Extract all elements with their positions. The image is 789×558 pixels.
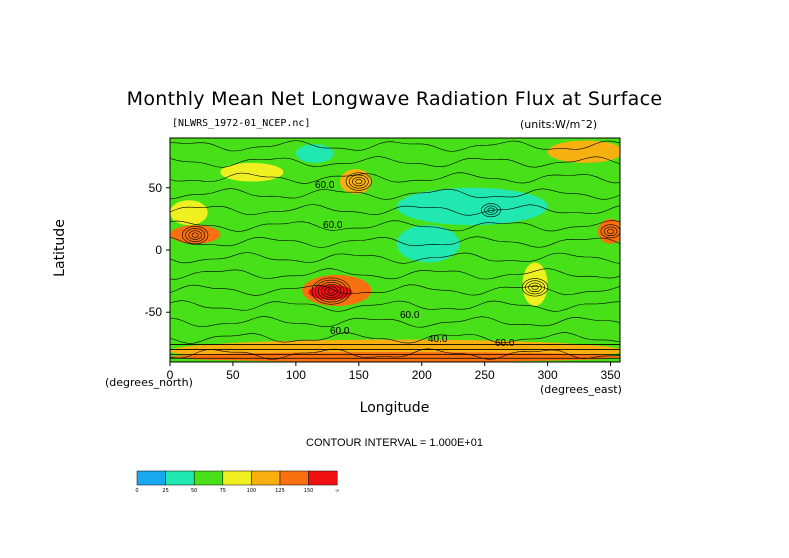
field-region [396, 225, 460, 263]
contour-line [170, 236, 620, 248]
contour-line [170, 220, 620, 232]
contour-ring [345, 172, 372, 191]
contour-ring [185, 228, 206, 242]
y-tick-label: 50 [149, 181, 163, 195]
contour-ring [600, 224, 620, 239]
contour-line [170, 300, 620, 312]
contour-line [170, 204, 620, 216]
colorbar-swatch [193, 470, 224, 486]
colorbar-swatch [251, 470, 281, 486]
contour-value-label: 40.0 [428, 334, 448, 345]
contour-ring [327, 288, 335, 294]
colorbar-level-label: 75 [220, 488, 226, 494]
contour-line [170, 316, 620, 328]
contour-value-label: 60.0 [495, 338, 515, 349]
contour-line [170, 332, 620, 344]
field-region [547, 140, 620, 163]
field-region [295, 144, 334, 163]
contour-value-label: 60.0 [315, 180, 335, 191]
colorbar-level-label: 125 [275, 488, 285, 494]
contour-ring [528, 282, 542, 293]
colorbar-swatch [222, 470, 252, 486]
contour-line [170, 188, 620, 200]
y-axis-label: Latitude [52, 219, 68, 277]
colorbar-swatch [279, 470, 309, 486]
x-tick-label: 0 [167, 368, 174, 382]
contour-ring [607, 228, 615, 234]
contour-ring [525, 280, 545, 295]
contour-ring [521, 278, 549, 297]
units-label: (units:W/m¯2) [520, 118, 598, 131]
contour-ring [188, 230, 202, 240]
contour-line [170, 268, 620, 280]
contour-value-label: 60.0 [323, 220, 343, 231]
contour-ring [348, 174, 369, 189]
contour-value-label: 60.0 [400, 310, 420, 321]
colorbar-swatch [165, 470, 195, 486]
contour-ring [487, 207, 495, 213]
contour-ring [321, 284, 342, 298]
field-region [220, 162, 284, 182]
colorbar-level-label: 25 [162, 488, 168, 494]
x-tick-label: 250 [475, 368, 495, 382]
contour-ring [314, 279, 348, 303]
x-tick-label: 150 [349, 368, 369, 382]
x-tick-label: 350 [601, 368, 621, 382]
y-tick-label: -50 [145, 305, 163, 319]
x-tick-label: 200 [412, 368, 432, 382]
colorbar-swatch [308, 470, 338, 486]
colorbar-level-label: 150 [304, 488, 314, 494]
y-axis-unit: (degrees_north) [105, 376, 193, 389]
colorbar-level-label: 50 [191, 488, 197, 494]
colorbar-level-label: 0 [135, 488, 138, 494]
contour-line [170, 252, 620, 264]
colorbar-swatch [136, 470, 166, 486]
contour-interval-label: CONTOUR INTERVAL = 1.000E+01 [306, 437, 483, 449]
contour-ring [484, 205, 498, 215]
y-tick-label: 0 [155, 243, 162, 257]
contour-line [170, 348, 620, 360]
field-region [396, 187, 548, 226]
contour-ring [318, 281, 345, 301]
contour-line [170, 156, 620, 168]
field-region [170, 200, 208, 226]
contour-ring [531, 284, 539, 290]
contour-line [170, 140, 620, 152]
contour-ring [182, 225, 209, 245]
contour-ring [603, 226, 618, 237]
x-tick-label: 50 [226, 368, 240, 382]
contour-line [170, 172, 620, 184]
contour-line [170, 284, 620, 296]
chart-title: Monthly Mean Net Longwave Radiation Flux… [126, 88, 663, 110]
colorbar-level-label: ∞ [335, 488, 339, 494]
contour-ring [311, 277, 351, 305]
contour-ring [355, 179, 363, 185]
contour-ring [352, 176, 366, 187]
contour-ring [191, 232, 199, 238]
x-axis-unit: (degrees_east) [540, 383, 622, 396]
field-region [170, 225, 221, 244]
contour-value-label: 60.0 [330, 326, 350, 337]
contour-ring [324, 286, 338, 296]
contour-ring [481, 203, 501, 218]
colorbar-level-label: 100 [247, 488, 257, 494]
x-tick-label: 300 [538, 368, 558, 382]
x-tick-label: 100 [286, 368, 306, 382]
x-axis-label: Longitude [359, 400, 430, 416]
source-file-label: [NLWRS_1972-01_NCEP.nc] [172, 118, 311, 129]
